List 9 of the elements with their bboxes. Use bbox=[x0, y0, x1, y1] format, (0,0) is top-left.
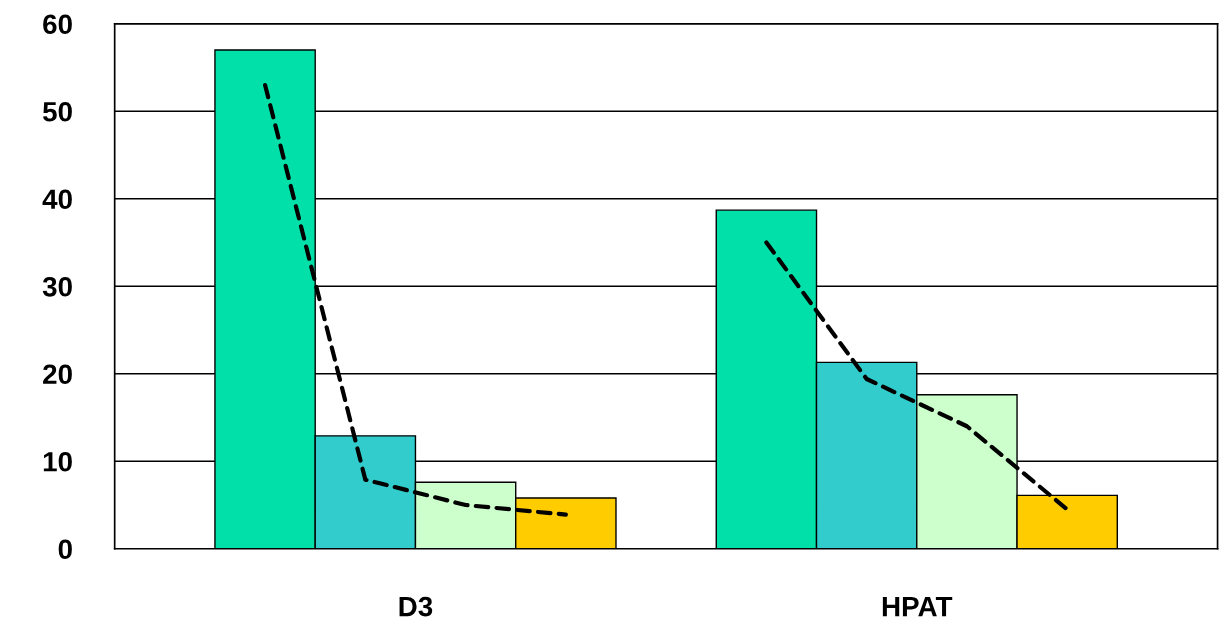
y-tick-label: 20 bbox=[43, 364, 72, 385]
text: D3 bbox=[399, 596, 433, 617]
text: HPAT bbox=[882, 597, 953, 617]
y-tick-label: 50 bbox=[42, 101, 72, 122]
y-tick-label: 60 bbox=[43, 14, 72, 35]
y-tick-label: 0 bbox=[58, 539, 72, 560]
y-tick-label: 10 bbox=[43, 451, 72, 472]
y-tick-label: 30 bbox=[42, 276, 72, 297]
y-tick-label: 40 bbox=[42, 189, 72, 210]
